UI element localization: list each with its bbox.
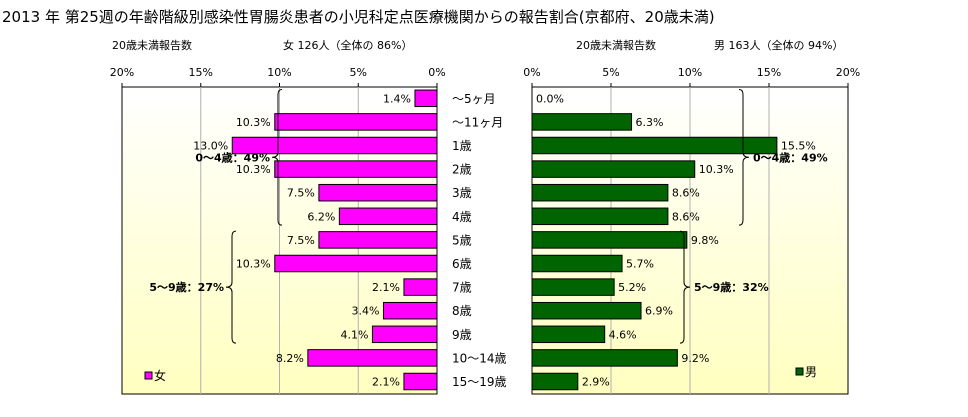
category-label: 1歳 — [452, 139, 472, 153]
male-legend-swatch — [795, 367, 804, 376]
female-data-label: 13.0% — [193, 140, 228, 153]
male-bar — [531, 231, 688, 249]
female-bar — [403, 372, 438, 391]
male-bar — [531, 349, 678, 367]
male-bar — [531, 254, 623, 273]
male-data-label: 5.2% — [618, 281, 646, 294]
male-annotation-brace — [679, 230, 691, 344]
male-data-label: 6.3% — [636, 116, 664, 129]
chart-title: 2013 年 第25週の年齢階級別感染性胃腸炎患者の小児科定点医療機関からの報告… — [2, 8, 715, 26]
female-bar — [338, 207, 438, 226]
female-bar — [403, 278, 438, 296]
female-bar — [307, 349, 438, 367]
male-bar — [531, 207, 669, 226]
category-label: 15～19歳 — [452, 375, 507, 389]
female-tick-label: 5% — [350, 66, 367, 79]
female-bar — [318, 183, 438, 202]
category-label: 9歳 — [452, 328, 472, 342]
male-data-label: 6.9% — [645, 305, 673, 318]
category-label: 5歳 — [452, 233, 472, 247]
female-tick-label: 10% — [267, 66, 291, 79]
male-bar — [531, 372, 579, 391]
female-legend-label: 女 — [154, 368, 166, 383]
category-label: 4歳 — [452, 210, 472, 224]
male-annotation-brace — [738, 89, 750, 226]
male-data-label: 4.6% — [609, 328, 637, 341]
female-bar — [231, 136, 438, 155]
male-bar — [531, 325, 606, 344]
category-label: ～11ヶ月 — [452, 115, 503, 129]
female-annotation-label: 5～9歳：27% — [149, 280, 224, 294]
female-data-label: 8.2% — [276, 352, 304, 365]
female-data-label: 7.5% — [287, 234, 315, 247]
male-bar — [531, 160, 696, 178]
male-legend-label: 男 — [805, 365, 817, 379]
male-annotation-label: 0～4歳：49% — [753, 150, 828, 164]
male-data-label: 9.2% — [681, 352, 709, 365]
male-tick-label: 10% — [678, 66, 702, 79]
female-data-label: 6.2% — [307, 210, 335, 223]
female-data-label: 7.5% — [287, 187, 315, 200]
male-tick-label: 0% — [523, 66, 540, 79]
male-data-label: 10.3% — [699, 163, 734, 176]
male-bar — [531, 183, 669, 202]
male-data-label: 2.9% — [582, 376, 610, 389]
female-count-label: 女 126人（全体の 86%） — [283, 39, 413, 52]
female-data-label: 10.3% — [236, 258, 271, 271]
female-bar — [414, 89, 438, 108]
category-label: 6歳 — [452, 257, 472, 271]
female-bar — [318, 231, 438, 249]
male-tick-label: 20% — [836, 66, 860, 79]
female-bar — [382, 301, 438, 320]
male-data-label: 5.7% — [626, 258, 654, 271]
female-subtitle: 20歳未満報告数 — [112, 39, 192, 52]
category-label: ～5ヶ月 — [452, 92, 496, 106]
female-bar — [274, 160, 438, 178]
female-annotation-label: 0～4歳：49% — [195, 150, 270, 164]
category-label: 2歳 — [452, 163, 472, 177]
female-data-label: 10.3% — [236, 163, 271, 176]
female-bar — [371, 325, 438, 344]
male-bar — [531, 113, 633, 131]
category-label: 3歳 — [452, 186, 472, 200]
category-label: 10～14歳 — [452, 351, 507, 365]
female-bar — [274, 254, 438, 273]
female-legend-swatch — [144, 371, 153, 380]
female-data-label: 10.3% — [236, 116, 271, 129]
male-subtitle: 20歳未満報告数 — [576, 39, 656, 52]
female-data-label: 2.1% — [372, 376, 400, 389]
female-tick-label: 15% — [189, 66, 213, 79]
female-annotation-brace — [271, 89, 283, 226]
female-data-label: 2.1% — [372, 281, 400, 294]
male-tick-label: 15% — [757, 66, 781, 79]
female-tick-label: 0% — [428, 66, 445, 79]
male-count-label: 男 163人（全体の 94%） — [714, 39, 844, 52]
category-label: 8歳 — [452, 304, 472, 318]
male-bar — [531, 136, 778, 155]
male-annotation-label: 5～9歳：32% — [694, 280, 769, 294]
male-data-label: 8.6% — [672, 210, 700, 223]
male-data-label: 9.8% — [691, 234, 719, 247]
category-label: 7歳 — [452, 281, 472, 295]
male-bar — [531, 301, 642, 320]
female-data-label: 1.4% — [383, 92, 411, 105]
female-annotation-brace — [225, 230, 237, 344]
female-data-label: 4.1% — [340, 328, 368, 341]
male-data-label: 8.6% — [672, 187, 700, 200]
male-tick-label: 5% — [602, 66, 619, 79]
female-data-label: 3.4% — [351, 305, 379, 318]
female-bar — [274, 113, 438, 131]
male-data-label: 15.5% — [781, 140, 816, 153]
male-bar — [531, 278, 615, 296]
female-tick-label: 20% — [110, 66, 134, 79]
male-data-label: 0.0% — [536, 92, 564, 105]
